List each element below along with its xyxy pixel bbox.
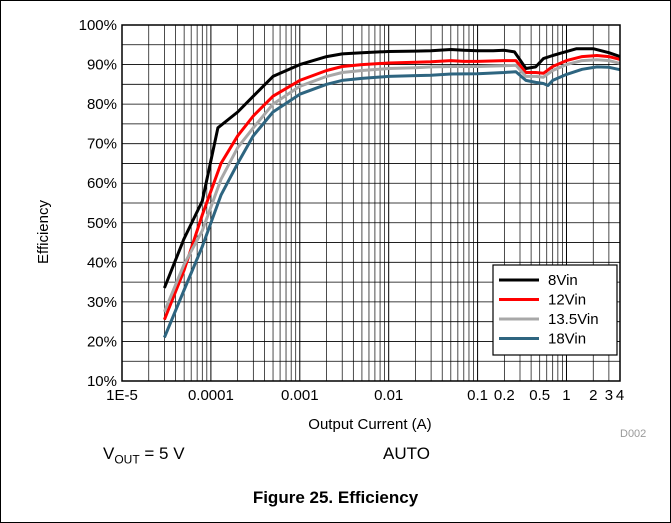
legend-label: 13.5Vin bbox=[548, 311, 599, 328]
mode-condition: AUTO bbox=[383, 444, 430, 463]
x-tick-label: 3 bbox=[605, 387, 613, 404]
x-tick-label: 4 bbox=[616, 387, 624, 404]
y-tick-label: 40% bbox=[87, 254, 117, 271]
x-tick-labels: 1E-5 0.0001 0.001 0.01 0.1 0.2 0.5 1 2 3 4 bbox=[106, 387, 624, 404]
vout-subscript: OUT bbox=[114, 452, 140, 467]
series-line-13.5vin bbox=[163, 58, 621, 313]
y-tick-label: 80% bbox=[87, 96, 117, 113]
x-tick-label: 0.5 bbox=[529, 387, 550, 404]
series-line-8vin bbox=[163, 47, 621, 289]
x-axis-label: Output Current (A) bbox=[308, 416, 431, 433]
x-tick-label: 0.01 bbox=[374, 387, 403, 404]
series-line-18vin bbox=[163, 65, 621, 339]
y-tick-label: 100% bbox=[79, 17, 117, 34]
y-tick-labels: 10% 20% 30% 40% 50% 60% 70% 80% 90% 100% bbox=[79, 17, 117, 390]
y-tick-label: 20% bbox=[87, 333, 117, 350]
legend: 8Vin 12Vin 13.5Vin 18Vin bbox=[492, 264, 618, 356]
y-tick-label: 50% bbox=[87, 215, 117, 232]
legend-label: 12Vin bbox=[548, 292, 586, 309]
legend-label: 8Vin bbox=[548, 272, 578, 289]
x-tick-label: 1 bbox=[562, 387, 570, 404]
vout-value: = 5 V bbox=[139, 444, 185, 463]
y-tick-label: 10% bbox=[87, 373, 117, 390]
vout-symbol: V bbox=[103, 444, 115, 463]
x-tick-label: 0.0001 bbox=[188, 387, 234, 404]
x-tick-label: 0.2 bbox=[494, 387, 515, 404]
x-tick-label: 2 bbox=[589, 387, 597, 404]
y-tick-label: 60% bbox=[87, 175, 117, 192]
y-tick-label: 70% bbox=[87, 136, 117, 153]
x-tick-label: 0.001 bbox=[281, 387, 319, 404]
y-tick-label: 30% bbox=[87, 294, 117, 311]
figure-caption: Figure 25. Efficiency bbox=[252, 488, 419, 507]
legend-label: 18Vin bbox=[548, 331, 586, 348]
x-tick-label: 1E-5 bbox=[106, 387, 138, 404]
series-lines bbox=[163, 47, 621, 339]
y-axis-label: Efficiency bbox=[35, 200, 52, 264]
vout-condition: VOUT = 5 V bbox=[103, 444, 185, 466]
plot-border bbox=[121, 24, 621, 382]
y-tick-label: 90% bbox=[87, 57, 117, 74]
figure-code: D002 bbox=[620, 428, 647, 440]
series-line-12vin bbox=[163, 54, 621, 321]
x-tick-label: 0.1 bbox=[467, 387, 488, 404]
